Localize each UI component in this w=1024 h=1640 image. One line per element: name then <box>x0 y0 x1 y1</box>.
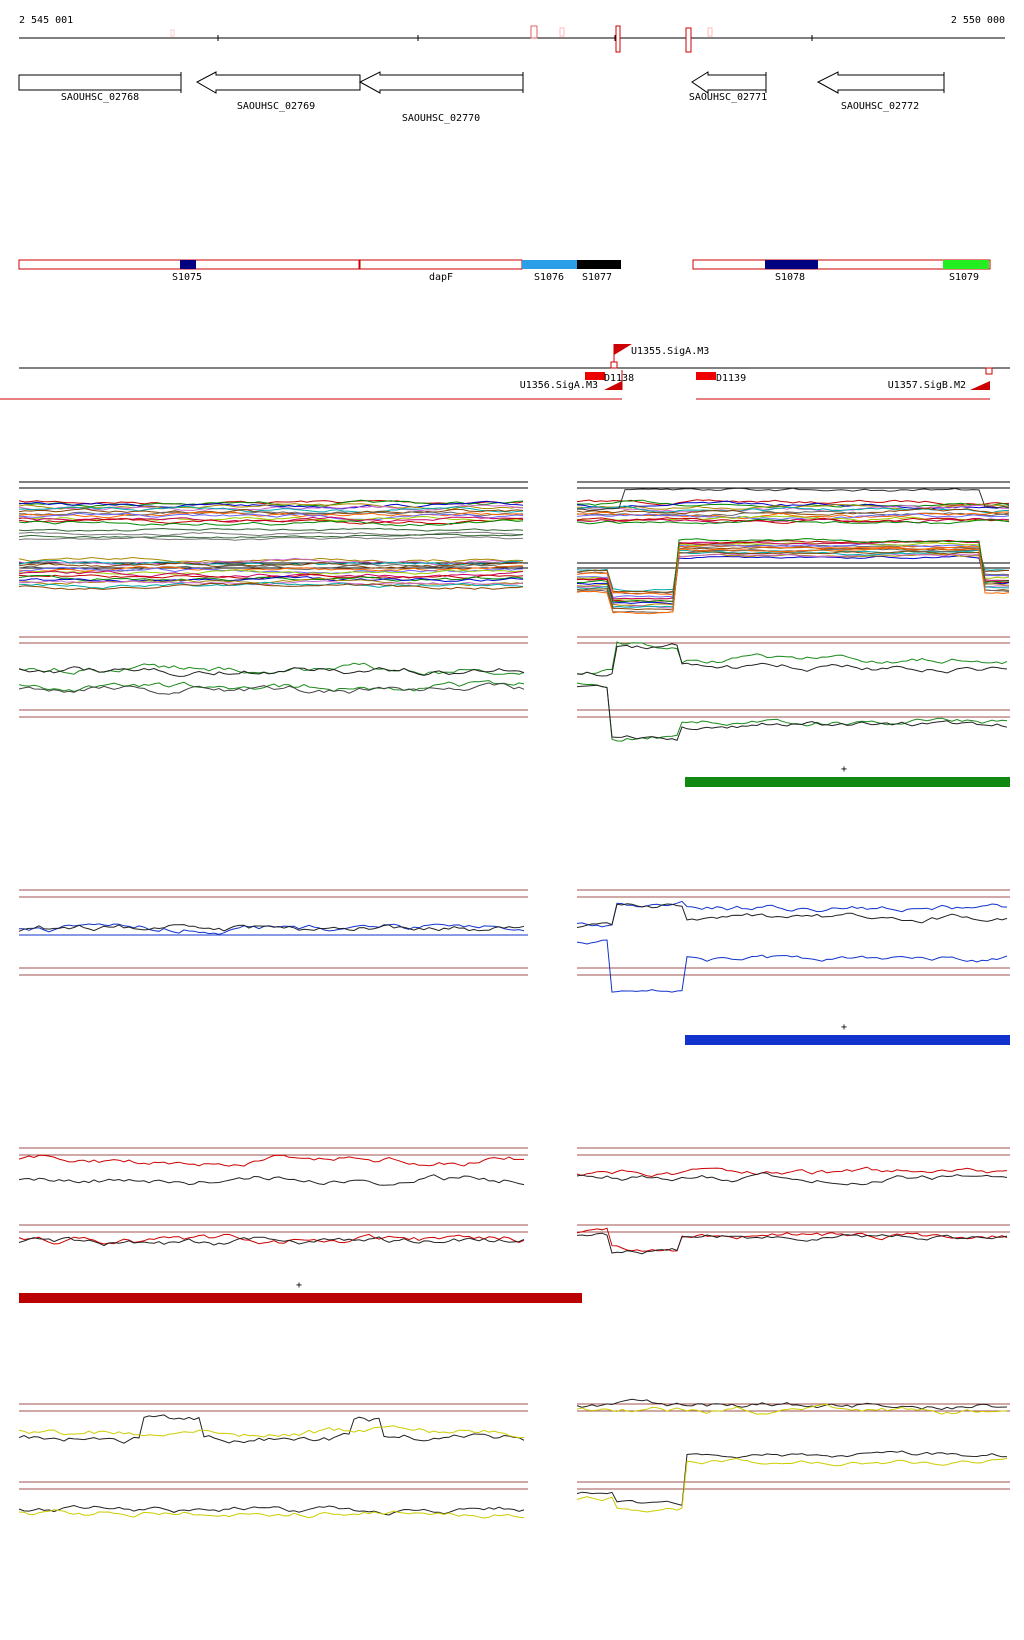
terminator-label-d1138: D1138 <box>604 373 634 384</box>
segment-label-s1078: S1078 <box>775 272 805 283</box>
gene-saouhsc-02770[interactable]: SAOUHSC_02770 <box>358 71 524 124</box>
condition-markers: + + + <box>19 764 1010 1303</box>
segment-track: S1075 dapF S1076 S1077 S1078 S1079 <box>18 259 991 283</box>
gene-label: SAOUHSC_02772 <box>841 101 919 112</box>
gene-track: SAOUHSC_02768 SAOUHSC_02769 SAOUHSC_0277… <box>18 71 945 124</box>
terminator-label-d1139: D1139 <box>716 373 746 384</box>
segment-label-s1075: S1075 <box>172 272 202 283</box>
segment-label-dapf: dapF <box>429 272 453 283</box>
gene-label: SAOUHSC_02769 <box>237 101 315 112</box>
gene-label: SAOUHSC_02768 <box>61 92 139 103</box>
segment-label-s1076: S1076 <box>534 272 564 283</box>
segment-label-s1077: S1077 <box>582 272 612 283</box>
ruler-end-label: 2 550 000 <box>951 15 1005 26</box>
red-marker: + <box>296 1280 302 1291</box>
red-condition-bar <box>19 1293 582 1303</box>
gene-saouhsc-02769[interactable]: SAOUHSC_02769 <box>195 71 361 112</box>
gene-label: SAOUHSC_02770 <box>402 113 480 124</box>
gene-label: SAOUHSC_02771 <box>689 92 767 103</box>
segment-label-s1079: S1079 <box>949 272 979 283</box>
gene-saouhsc-02768[interactable]: SAOUHSC_02768 <box>18 72 182 103</box>
panel-blue-condition <box>18 889 1010 993</box>
gene-saouhsc-02772[interactable]: SAOUHSC_02772 <box>816 71 945 112</box>
panel-yellow-condition <box>18 1398 1010 1519</box>
ruler-start-label: 2 545 001 <box>19 15 73 26</box>
blue-marker: + <box>841 1022 847 1033</box>
promoter-label-u1357: U1357.SigB.M2 <box>888 380 966 391</box>
panel-green-condition <box>18 636 1010 742</box>
gene-saouhsc-02771[interactable]: SAOUHSC_02771 <box>689 71 767 103</box>
blue-condition-bar <box>685 1035 1010 1045</box>
panel-red-condition <box>18 1147 1010 1255</box>
green-condition-bar <box>685 777 1010 787</box>
expression-panels <box>18 481 1010 1519</box>
panel-all-conditions <box>18 481 1010 615</box>
promoter-flag-icon <box>604 381 622 390</box>
green-marker: + <box>841 764 847 775</box>
promoter-flag-icon <box>614 344 632 355</box>
promoter-flag-icon <box>970 381 990 390</box>
coordinate-ruler: 2 545 001 2 550 000 <box>19 15 1005 53</box>
promoter-track: U1355.SigA.M3 D1138 D1139 U1356.SigA.M3 … <box>0 344 1010 400</box>
promoter-label-u1356: U1356.SigA.M3 <box>520 380 598 391</box>
promoter-label-u1355: U1355.SigA.M3 <box>631 346 709 357</box>
